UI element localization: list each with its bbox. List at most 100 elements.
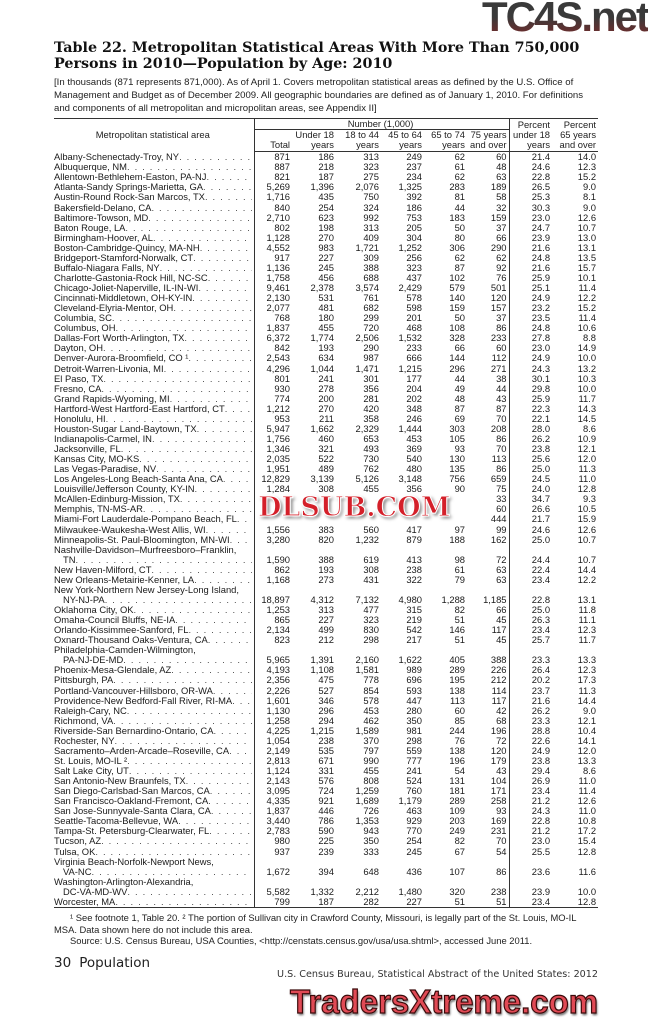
value-cell: 11.7: [578, 393, 597, 404]
value-cell: 87: [454, 262, 465, 273]
value-cell: 1,179: [398, 796, 422, 807]
value-cell: 211: [319, 413, 334, 424]
value-cell: 854: [363, 685, 379, 696]
value-cell: 358: [363, 413, 379, 424]
dot-leader: [198, 283, 251, 293]
area-name-cell: San Jose-Sunnyvale-Santa Clara, CA: [54, 806, 254, 816]
value-cell: 23.2: [508, 303, 553, 314]
value-cell: 2,329: [355, 423, 379, 434]
value-cell: 590: [318, 826, 334, 837]
area-name: Bakersfield-Delano, CA: [54, 203, 252, 213]
dot-leader: [211, 806, 252, 816]
value-cell: 417: [406, 524, 422, 535]
area-name-text: Philadelphia-Camden-Wilmington,: [54, 645, 196, 656]
area-name-text: New Orleans-Metairie-Kenner, LA: [54, 574, 195, 585]
area-name: San Diego-Carlsbad-San Marcos, CA: [54, 786, 252, 796]
dot-leader: [188, 353, 251, 363]
table-row: Bakersfield-Delano, CA 840 254 324 186 44 3230…: [54, 202, 598, 213]
area-name-cell: El Paso, TX: [54, 374, 254, 384]
area-name: Providence-New Bedford-Fall River, RI-MA: [54, 696, 252, 706]
value-cell: 2,160: [355, 655, 379, 666]
empty-cell: [508, 544, 553, 555]
value-cell: 14.4: [577, 564, 597, 575]
value-cell: 79: [454, 574, 465, 585]
value-cell: 322: [406, 574, 422, 585]
area-name-cell: Minneapolis-St. Paul-Bloomington, MN-WI: [54, 535, 254, 545]
col-header: [253, 129, 292, 141]
value-cell: 1,480: [398, 886, 422, 897]
dot-leader: [230, 535, 252, 545]
col-header: Total: [253, 140, 292, 153]
value-cell: 23.3: [508, 715, 553, 726]
empty-cell: [336, 645, 381, 655]
value-cell: 11.8: [578, 605, 597, 615]
value-cell: 24.7: [508, 222, 553, 233]
value-cell: 388: [490, 655, 507, 666]
value-cell: 12.1: [577, 444, 597, 454]
area-name: Bridgeport-Stamford-Norwalk, CT: [54, 253, 252, 263]
table-row: Denver-Aurora-Broomfield, CO ¹ 2,543 634 98…: [54, 353, 598, 364]
value-cell: 619: [363, 554, 379, 565]
table-row: Hartford-West Hartford-East Hartford, CT…: [54, 403, 598, 414]
value-cell: 70: [496, 836, 507, 847]
dot-leader: [232, 696, 251, 706]
value-cell: 196: [490, 725, 507, 736]
value-cell: 23.4: [508, 574, 553, 585]
value-cell: 10.7: [577, 222, 597, 233]
value-cell: 140: [449, 293, 465, 304]
value-cell: 249: [449, 826, 465, 837]
value-cell: 653: [363, 433, 379, 444]
dot-leader: [170, 394, 252, 404]
value-cell: 256: [406, 252, 422, 263]
area-name: Memphis, TN-MS-AR: [54, 504, 252, 514]
col-header: 45 to 64: [388, 129, 422, 141]
value-cell: 842: [253, 343, 292, 354]
value-cell: 12.3: [577, 162, 597, 173]
value-cell: 227: [318, 615, 334, 626]
area-name: El Paso, TX: [54, 374, 252, 384]
value-cell: 12.6: [577, 212, 597, 223]
table-row: San Jose-Sunnyvale-Santa Clara, CA 1,837 4…: [54, 806, 598, 817]
value-cell: 62: [454, 252, 465, 263]
value-cell: 753: [406, 212, 422, 223]
value-cell: 138: [449, 685, 465, 696]
value-cell: 205: [406, 222, 422, 233]
area-name-text: Kansas City, MO-KS: [54, 454, 140, 465]
value-cell: 67: [454, 846, 465, 857]
area-name: Grand Rapids-Wyoming, MI: [54, 394, 252, 404]
area-name: San Jose-Sunnyvale-Santa Clara, CA: [54, 806, 252, 816]
value-cell: 15.2: [577, 172, 597, 183]
value-cell: 44: [496, 383, 507, 394]
value-cell: 159: [449, 303, 465, 314]
dot-leader: [171, 665, 251, 675]
dot-leader: [115, 323, 251, 333]
value-cell: 22.4: [508, 564, 553, 575]
value-cell: 86: [496, 323, 507, 334]
area-name-text: Chicago-Joliet-Naperville, IL-IN-WI: [54, 283, 199, 293]
value-cell: 10.4: [577, 725, 597, 736]
value-cell: 63: [496, 564, 507, 575]
tc4s-watermark-logo: TC4S.net: [482, 0, 650, 38]
value-cell: 27.8: [508, 333, 553, 344]
area-name-text: Milwaukee-Waukesha-West Allis, WI: [54, 524, 206, 535]
area-name: Los Angeles-Long Beach-Santa Ana, CA: [54, 474, 252, 484]
area-name: New Haven-Milford, CT: [54, 565, 252, 575]
value-cell: 238: [490, 886, 507, 897]
dot-leader: [237, 514, 252, 524]
value-cell: 11.4: [578, 283, 597, 293]
area-name-cell: Houston-Sugar Land-Baytown, TX: [54, 424, 254, 434]
area-name-text: Oklahoma City, OK: [54, 605, 134, 615]
value-cell: 289: [449, 796, 465, 807]
col-header: 65 to 74: [431, 129, 465, 141]
value-cell: 2,710: [253, 212, 292, 223]
dot-leader: [127, 706, 252, 716]
area-name: Raleigh-Cary, NC: [54, 706, 252, 716]
value-cell: 239: [318, 846, 334, 857]
area-name-text: Raleigh-Cary, NC: [54, 705, 127, 716]
value-cell: 280: [406, 705, 422, 716]
area-name: Richmond, VA: [54, 716, 252, 726]
area-name-cell: Milwaukee-Waukesha-West Allis, WI: [54, 525, 254, 535]
